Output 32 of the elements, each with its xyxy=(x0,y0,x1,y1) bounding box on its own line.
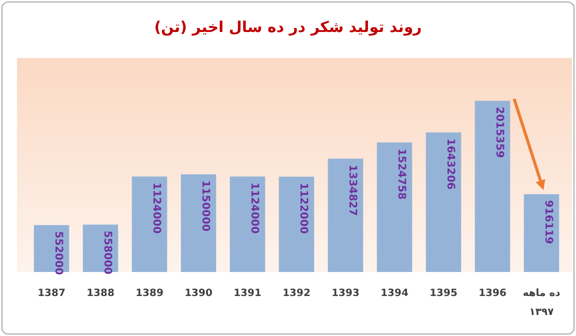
x-tick-label: 1388 xyxy=(86,288,114,299)
bar xyxy=(474,100,510,272)
x-tick-label: 1389 xyxy=(136,288,164,299)
x-tick-label: 1396 xyxy=(478,288,506,299)
data-label: 1334827 xyxy=(346,164,358,216)
data-label: 1643206 xyxy=(444,138,456,190)
data-label: 552000 xyxy=(52,231,64,275)
data-label: 2015359 xyxy=(494,106,506,158)
x-tick-label: ده ماهه ۱۳۹۷ xyxy=(522,288,560,318)
bar xyxy=(426,132,462,272)
x-tick-label: 1394 xyxy=(380,288,408,299)
bar xyxy=(328,158,364,272)
x-tick-label: 1387 xyxy=(38,288,66,299)
data-label: 1524758 xyxy=(396,148,408,200)
data-label: 1150000 xyxy=(200,180,212,232)
x-tick-label: 1393 xyxy=(332,288,360,299)
bar xyxy=(278,176,314,272)
chart-title: روند تولید شکر در ده سال اخیر (تن) xyxy=(154,18,422,36)
bar xyxy=(180,174,216,272)
bar xyxy=(376,142,412,272)
bar xyxy=(230,176,266,272)
x-tick-label: 1390 xyxy=(184,288,212,299)
data-label: 1122000 xyxy=(298,182,310,234)
data-label: 916119 xyxy=(542,200,554,244)
data-label: 1124000 xyxy=(150,182,162,234)
x-tick-label: 1395 xyxy=(430,288,458,299)
data-label: 1124000 xyxy=(248,182,260,234)
data-label: 558000 xyxy=(102,230,114,274)
bar xyxy=(132,176,168,272)
bar xyxy=(524,194,560,272)
x-tick-label: 1392 xyxy=(282,288,310,299)
x-tick-label: 1391 xyxy=(234,288,262,299)
